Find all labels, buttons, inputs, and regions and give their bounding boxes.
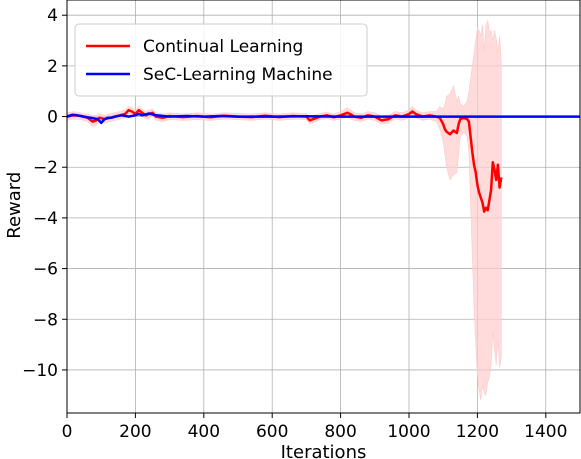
y-tick-label: −8 [33,310,58,330]
y-tick-label: −2 [33,158,58,178]
x-tick-label: 0 [62,422,73,442]
x-tick-label: 600 [256,422,288,442]
x-tick-label: 200 [119,422,151,442]
x-tick-label: 1200 [456,422,499,442]
y-tick-label: 2 [47,57,58,77]
continual-learning-line [66,108,503,213]
x-axis-label: Iterations [281,442,367,459]
y-tick-label: −4 [33,209,58,229]
x-tick-label: 800 [324,422,356,442]
x-tick-label: 400 [188,422,220,442]
y-tick-label: 4 [47,6,58,26]
legend: Continual Learning SeC-Learning Machine [74,23,368,97]
y-axis-ticks: 4 2 0 −2 −4 −6 −8 −10 [22,6,67,381]
y-tick-label: −10 [22,361,58,381]
sec-learning-machine-line [66,112,580,125]
y-axis-label: Reward [4,172,25,239]
legend-box [74,23,368,97]
y-tick-label: −6 [33,260,58,280]
x-tick-label: 1000 [387,422,430,442]
x-tick-label: 1400 [524,422,567,442]
y-tick-label: 0 [47,108,58,128]
legend-label-sec-learning-machine: SeC-Learning Machine [143,65,333,85]
plot-frame [66,0,581,414]
series-lines [66,108,580,213]
x-axis-ticks: 0 200 400 600 800 1000 1200 1400 [62,413,567,442]
legend-label-continual-learning: Continual Learning [143,37,303,57]
